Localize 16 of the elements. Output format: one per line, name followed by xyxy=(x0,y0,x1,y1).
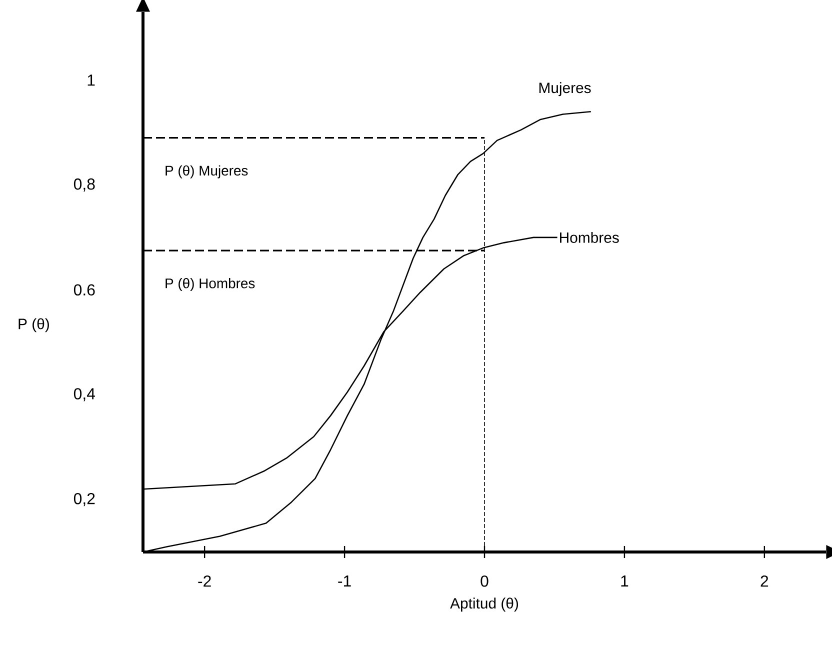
series-label: Mujeres xyxy=(539,82,591,96)
x-tick-label: 2 xyxy=(760,576,768,587)
x-tick-label: 1 xyxy=(621,576,628,586)
x-tick-label: -2 xyxy=(198,576,211,587)
y-tick-label: 1 xyxy=(88,74,95,86)
x-axis-title: Aptitud (θ) xyxy=(450,598,518,612)
y-tick-label: 0,2 xyxy=(74,492,95,506)
x-tick-label: -1 xyxy=(338,576,351,586)
y-tick-label: 0,4 xyxy=(74,388,96,402)
series-label: Hombres xyxy=(560,232,619,243)
y-tick-label: 0.6 xyxy=(74,284,95,296)
x-tick-label: 0 xyxy=(480,576,488,587)
y-axis-title: P (θ) xyxy=(18,318,49,332)
y-tick-label: 0,8 xyxy=(74,178,95,192)
ref-line-label: P (θ) Mujeres xyxy=(166,165,248,178)
ref-line-label: P (θ) Hombres xyxy=(166,278,255,292)
